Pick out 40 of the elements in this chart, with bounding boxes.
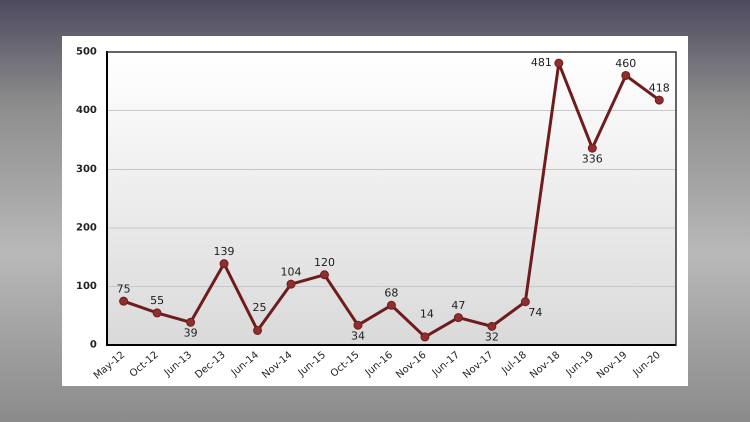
- point: [220, 259, 229, 268]
- y-tick-label: 500: [76, 46, 97, 58]
- data-label: 139: [214, 245, 235, 258]
- y-tick-label: 300: [76, 164, 97, 175]
- point: [454, 313, 463, 322]
- data-label: 418: [648, 81, 670, 94]
- data-label: 25: [252, 300, 267, 314]
- point: [487, 322, 496, 331]
- data-label: 120: [314, 256, 335, 270]
- data-label: 68: [384, 286, 398, 300]
- point: [253, 326, 262, 335]
- point: [186, 318, 196, 327]
- point: [588, 144, 597, 153]
- point: [654, 96, 664, 105]
- point: [386, 300, 396, 310]
- point: [152, 308, 162, 318]
- data-label: 47: [451, 298, 466, 312]
- point: [320, 270, 329, 280]
- data-label: 32: [484, 330, 499, 344]
- y-tick-label: 400: [76, 105, 97, 116]
- y-tick-label: 200: [76, 222, 97, 234]
- data-label: 75: [116, 282, 131, 296]
- data-label: 14: [420, 307, 434, 320]
- data-label: 481: [530, 56, 552, 69]
- point: [520, 297, 530, 306]
- y-tick-label: 0: [90, 340, 97, 351]
- y-tick-label: 100: [76, 281, 97, 292]
- data-label: 460: [615, 56, 636, 70]
- data-label: 336: [582, 152, 603, 166]
- data-label: 104: [280, 266, 302, 279]
- point: [420, 332, 430, 342]
- data-label: 55: [150, 294, 164, 308]
- data-label: 74: [528, 306, 542, 320]
- point: [353, 320, 362, 330]
- point: [554, 58, 564, 68]
- point: [286, 280, 296, 289]
- data-label: 34: [350, 330, 365, 343]
- data-label: 39: [184, 326, 198, 340]
- point: [621, 70, 630, 80]
- point: [119, 296, 128, 306]
